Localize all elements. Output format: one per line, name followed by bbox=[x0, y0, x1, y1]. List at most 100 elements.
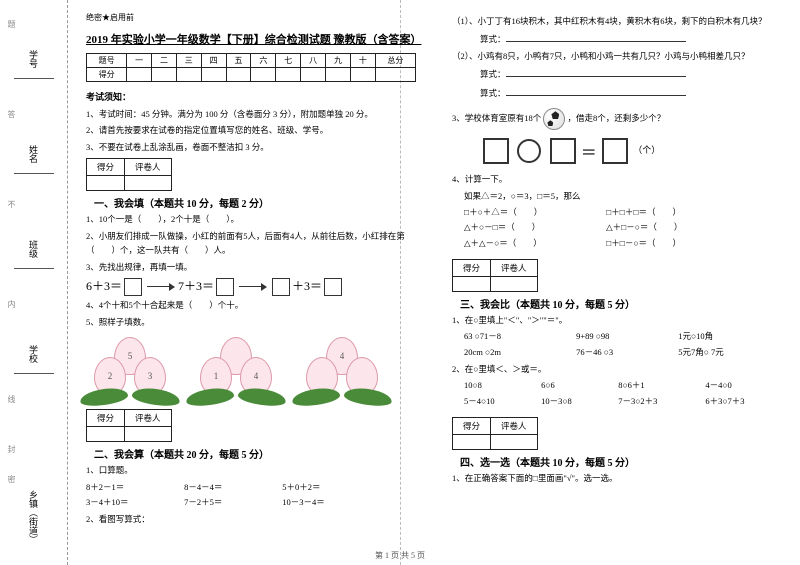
mark-table: 得分评卷人 bbox=[452, 259, 538, 292]
calc-item: 6○6 bbox=[541, 378, 616, 393]
peach-figures: 5 2 3 1 4 4 bbox=[86, 335, 416, 405]
exam-title: 2019 年实验小学一年级数学【下册】综合检测试题 豫教版（含答案） bbox=[86, 31, 416, 47]
answer-box[interactable] bbox=[272, 278, 290, 296]
cut-label: 答 bbox=[6, 110, 17, 118]
section-4-title: 四、选一选（本题共 10 分，每题 5 分） bbox=[460, 454, 635, 469]
cut-label: 线 bbox=[6, 395, 17, 403]
page-footer: 第 1 页 共 5 页 bbox=[0, 550, 800, 561]
cut-label: 内 bbox=[6, 300, 17, 308]
arrow-icon bbox=[147, 283, 175, 291]
answer-box[interactable] bbox=[324, 278, 342, 296]
section-3-title: 三、我会比（本题共 10 分，每题 5 分） bbox=[460, 296, 635, 311]
margin-line bbox=[14, 373, 54, 374]
calc-item: 20cm ○2m bbox=[464, 345, 574, 360]
calc-item: 8＋2－1＝ bbox=[86, 480, 182, 495]
cell: 八 bbox=[301, 54, 326, 68]
q2-1: 1、口算题。 bbox=[86, 463, 416, 477]
answer-box[interactable] bbox=[124, 278, 142, 296]
q1-3: 3、先找出规律，再填一填。 bbox=[86, 260, 416, 274]
cell: 四 bbox=[201, 54, 226, 68]
answer-box[interactable] bbox=[483, 138, 509, 164]
peach-2: 1 4 bbox=[192, 335, 280, 405]
blank-line[interactable] bbox=[506, 84, 686, 96]
calc-row: □＋○＋△＝（ ） □＋□＋□＝（ ） bbox=[464, 205, 782, 220]
calc-row: 8＋2－1＝ 8－4－4＝ 5＋0＋2＝ bbox=[86, 480, 416, 495]
calc-item: 5＋0＋2＝ bbox=[282, 480, 378, 495]
cut-label: 不 bbox=[6, 200, 17, 208]
peach-1: 5 2 3 bbox=[86, 335, 174, 405]
calc-item: 4－4○0 bbox=[705, 378, 780, 393]
ans-label: 算式： bbox=[480, 88, 506, 98]
leaf-icon bbox=[192, 385, 280, 405]
mark-table: 得分评卷人 bbox=[86, 158, 172, 191]
calc-row: 10○8 6○6 8○6＋1 4－4○0 bbox=[464, 378, 782, 393]
soccer-ball-icon bbox=[543, 108, 565, 130]
eq-b: 7＋3＝ bbox=[178, 279, 214, 293]
cell: 评卷人 bbox=[125, 410, 172, 427]
calc-item: 76－46 ○3 bbox=[576, 345, 676, 360]
calc-item: 1元○10角 bbox=[678, 329, 768, 344]
calc-item: 10－3－4＝ bbox=[282, 495, 378, 510]
calc-item: △＋△－○＝（ ） bbox=[464, 236, 604, 251]
blank-line[interactable] bbox=[506, 30, 686, 42]
leaf-icon bbox=[298, 385, 386, 405]
q1-2: 2、小朋友们排成一队做操，小红的前面有5人，后面有4人，从前往后数，小红排在第（… bbox=[86, 229, 416, 258]
margin-line bbox=[14, 78, 54, 79]
binding-margin: 题 学号 答 姓名 不 班级 内 学校 线 封 乡镇（街道） 密 bbox=[0, 0, 68, 565]
calc-item: △＋○－□＝（ ） bbox=[464, 220, 604, 235]
margin-line bbox=[14, 173, 54, 174]
cell: 九 bbox=[326, 54, 351, 68]
margin-label-id: 学号 bbox=[27, 50, 40, 68]
cell: 评卷人 bbox=[491, 259, 538, 276]
answer-box[interactable] bbox=[216, 278, 234, 296]
cell: 得分 bbox=[453, 418, 491, 435]
cut-label: 密 bbox=[6, 475, 17, 483]
notice-item: 2、请首先按要求在试卷的指定位置填写您的姓名、班级、学号。 bbox=[86, 123, 416, 137]
calc-item: 6＋3○7＋3 bbox=[705, 394, 780, 409]
cell: 十 bbox=[350, 54, 375, 68]
blank-line[interactable] bbox=[506, 65, 686, 77]
calc-row: △＋△－○＝（ ） □＋□－○＝（ ） bbox=[464, 236, 782, 251]
calc-row: 5－4○10 10－3○8 7－3○2＋3 6＋3○7＋3 bbox=[464, 394, 782, 409]
operator-circle[interactable] bbox=[517, 139, 541, 163]
margin-label-name: 姓名 bbox=[27, 145, 40, 163]
exam-page: 题 学号 答 姓名 不 班级 内 学校 线 封 乡镇（街道） 密 绝密★启用前 … bbox=[0, 0, 800, 565]
margin-label-school: 学校 bbox=[27, 345, 40, 363]
q1-5: 5、照样子填数。 bbox=[86, 315, 416, 329]
q4-if: 如果△＝2，○＝3，□＝5，那么 bbox=[464, 189, 782, 203]
margin-line bbox=[14, 268, 54, 269]
q4-head: 4、计算一下。 bbox=[452, 172, 782, 186]
section-1-title: 一、我会填（本题共 10 分，每题 2 分） bbox=[94, 195, 269, 210]
cell: 评卷人 bbox=[125, 159, 172, 176]
cell: 题号 bbox=[87, 54, 127, 68]
arrow-icon bbox=[239, 283, 267, 291]
cell: 三 bbox=[176, 54, 201, 68]
cell: 得分 bbox=[87, 159, 125, 176]
margin-label-town: 乡镇（街道） bbox=[27, 490, 40, 544]
q1-4: 4、4个十和5个十合起来是（ ）个十。 bbox=[86, 298, 416, 312]
q3: 3、学校体育室原有18个 ，借走8个，还剩多少个？ bbox=[452, 108, 782, 130]
cell: 二 bbox=[152, 54, 177, 68]
peach-3: 4 bbox=[298, 335, 386, 405]
calc-row: △＋○－□＝（ ） △＋□－○＝（ ） bbox=[464, 220, 782, 235]
cut-label: 封 bbox=[6, 445, 17, 453]
eq-c: ＋3＝ bbox=[292, 279, 322, 293]
right-column: （1）、小丁丁有16块积木，其中红积木有4块，黄积木有6块，剩下的白积木有几块？… bbox=[434, 0, 800, 565]
calc-row: 63 ○71－8 9+89 ○98 1元○10角 bbox=[464, 329, 782, 344]
answer-line: 算式： bbox=[480, 65, 782, 81]
unit-label: （个） bbox=[633, 145, 660, 155]
answer-box[interactable] bbox=[550, 138, 576, 164]
cell: 一 bbox=[127, 54, 152, 68]
calc-item: □＋□－○＝（ ） bbox=[606, 236, 746, 251]
cell: 六 bbox=[251, 54, 276, 68]
table-row: 题号 一 二 三 四 五 六 七 八 九 十 总分 bbox=[87, 54, 416, 68]
answer-line: 算式： bbox=[480, 84, 782, 100]
answer-box[interactable] bbox=[602, 138, 628, 164]
cell: 五 bbox=[226, 54, 251, 68]
calc-item: □＋□＋□＝（ ） bbox=[606, 205, 746, 220]
confidential-label: 绝密★启用前 bbox=[86, 12, 416, 23]
margin-label-class: 班级 bbox=[27, 240, 40, 258]
calc-row: 3－4＋10＝ 7－2＋5＝ 10－3－4＝ bbox=[86, 495, 416, 510]
calc-item: 10○8 bbox=[464, 378, 539, 393]
equation-pattern: 6＋3＝ 7＋3＝ ＋3＝ bbox=[86, 276, 416, 296]
